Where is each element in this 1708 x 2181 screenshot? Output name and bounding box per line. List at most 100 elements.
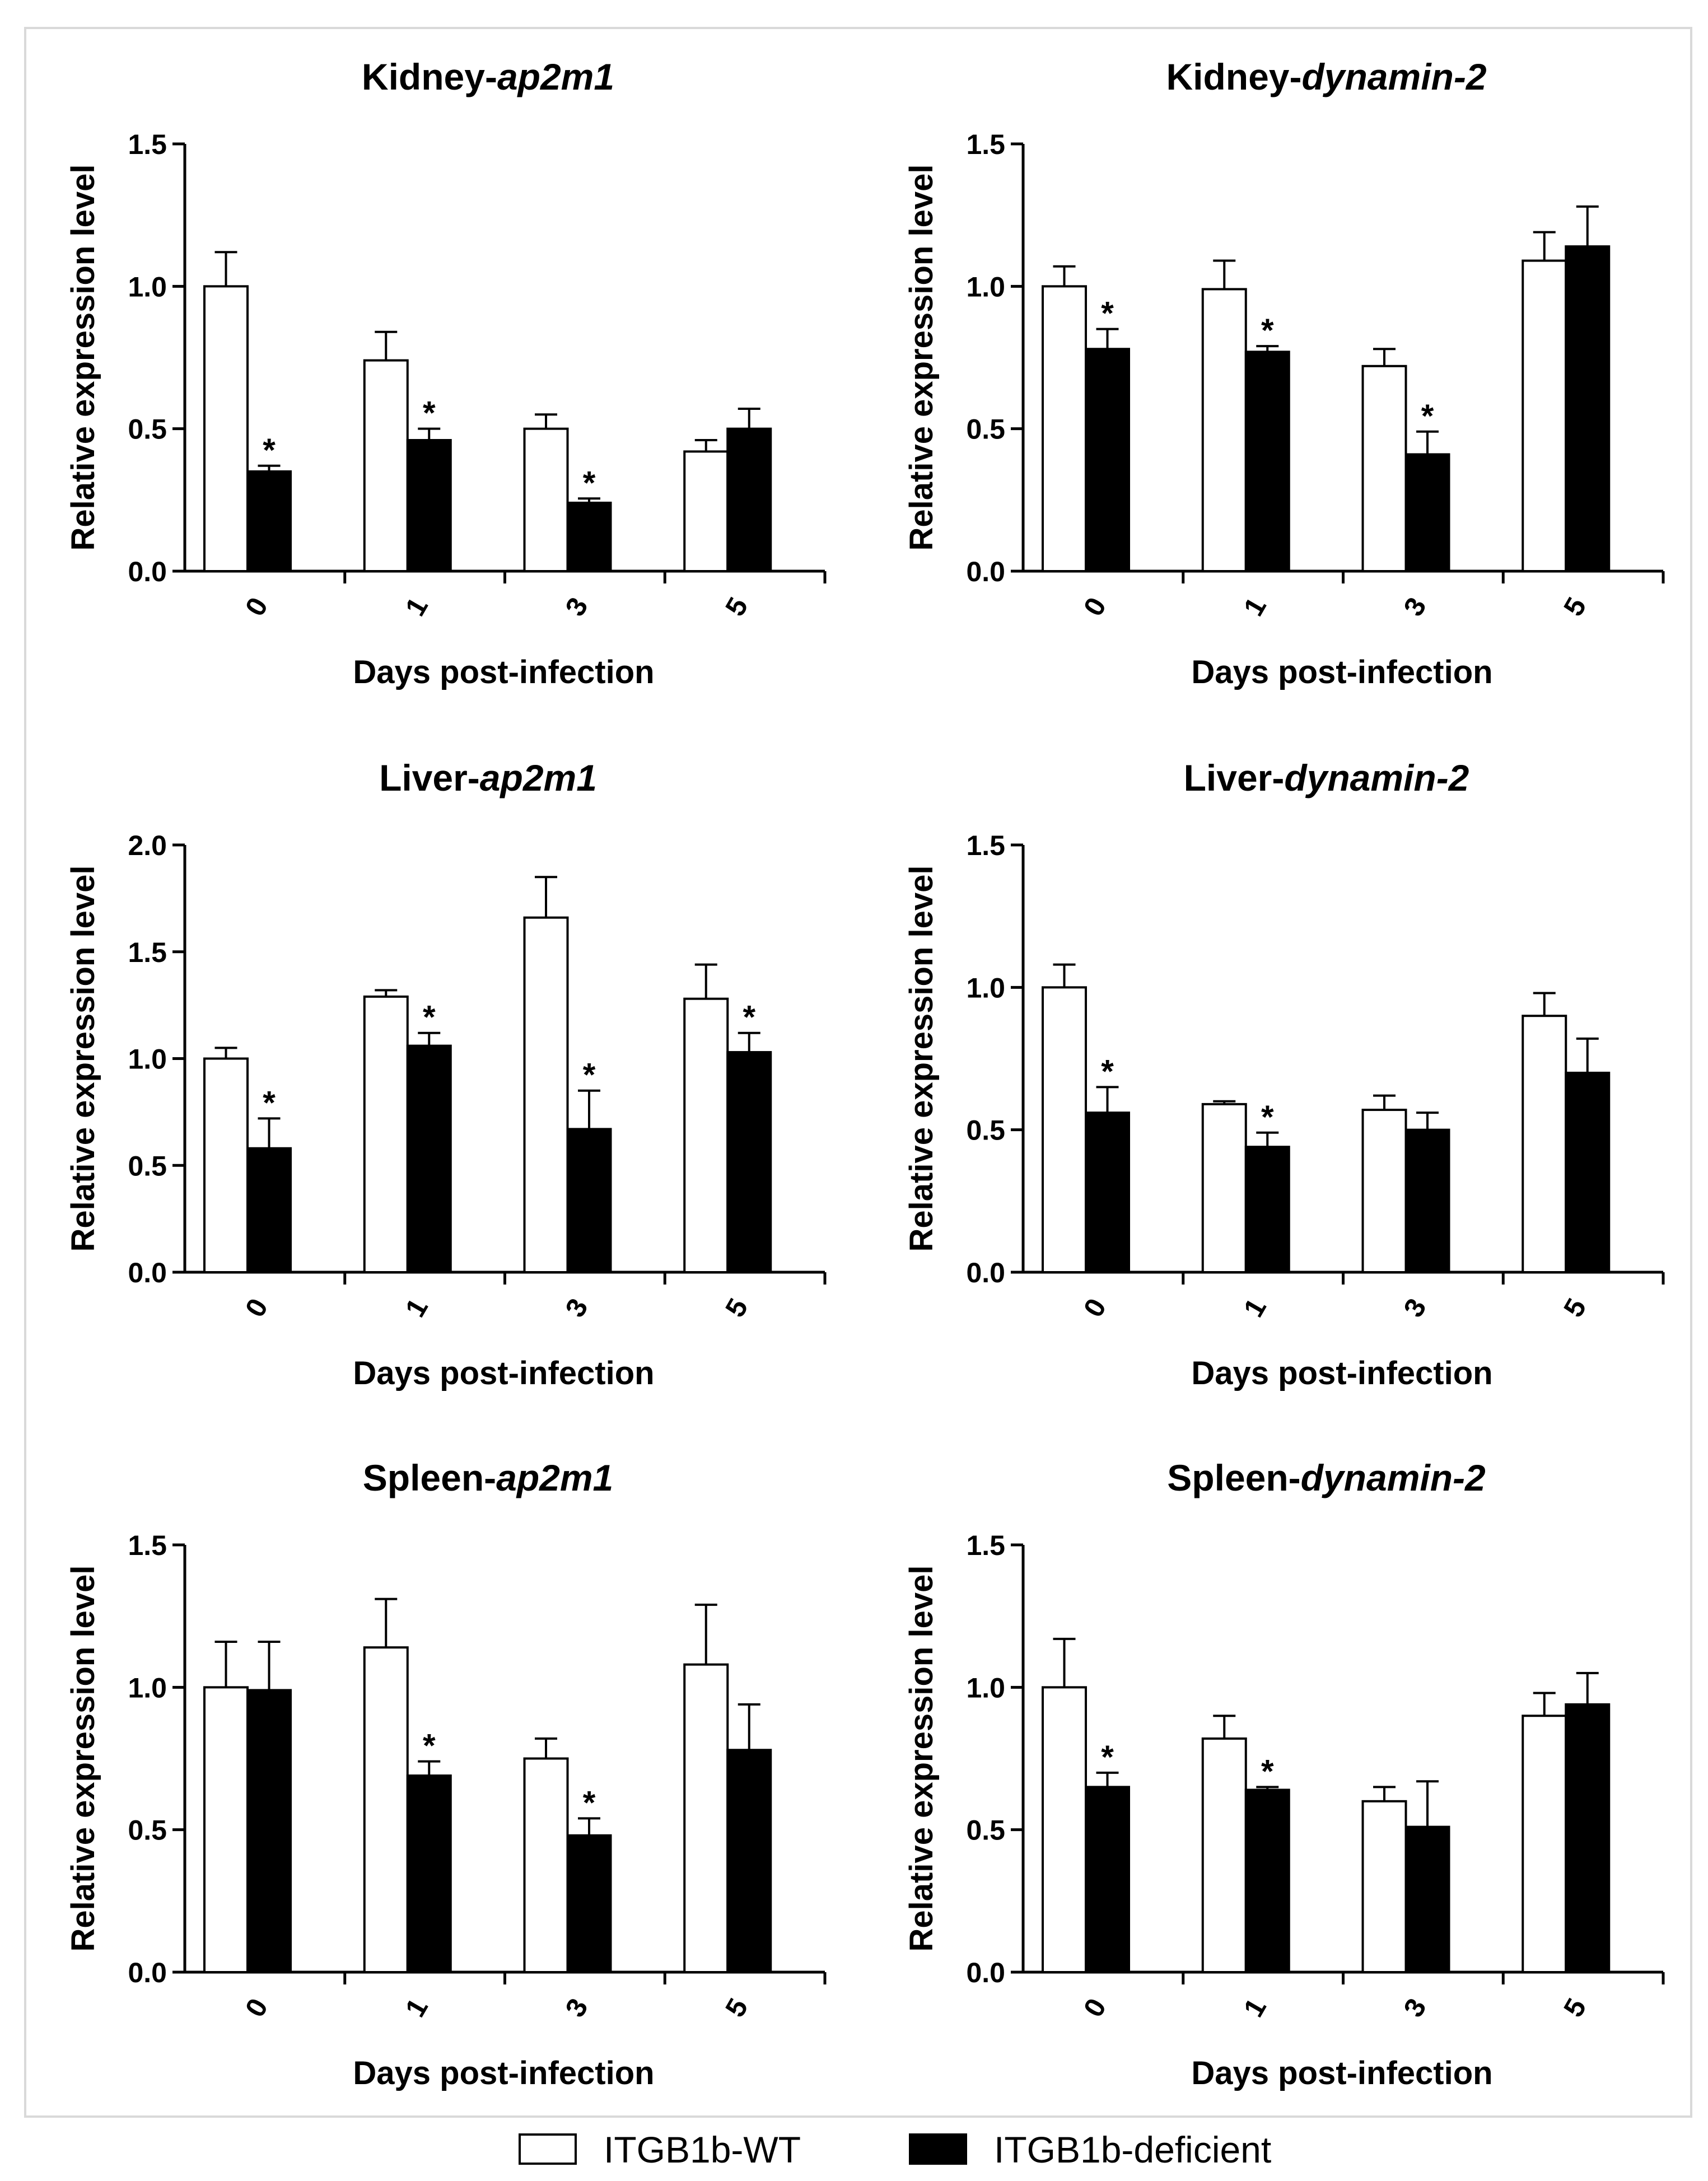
bar-wt bbox=[1201, 1737, 1247, 1973]
y-tick-label: 1.0 bbox=[966, 1672, 1005, 1703]
bar-deficient bbox=[726, 1051, 772, 1274]
y-tick-label: 0.0 bbox=[966, 1257, 1005, 1288]
panel-title: Liver-ap2m1 bbox=[379, 757, 597, 798]
y-tick-label: 0.5 bbox=[128, 1815, 167, 1846]
bar-wt bbox=[1201, 288, 1247, 572]
bar-deficient bbox=[406, 1774, 452, 1974]
panel-title-prefix: Kidney- bbox=[1166, 56, 1301, 97]
bar-deficient bbox=[1244, 351, 1290, 572]
significance-marker: * bbox=[263, 432, 276, 469]
legend-swatch-wt bbox=[519, 2133, 577, 2165]
y-tick-label: 0.5 bbox=[966, 1115, 1005, 1146]
significance-marker: * bbox=[1261, 1099, 1274, 1136]
panel-title: Spleen-dynamin-2 bbox=[1167, 1457, 1486, 1498]
y-tick-label: 1.5 bbox=[128, 937, 167, 968]
panel-title: Liver-dynamin-2 bbox=[1184, 757, 1469, 798]
bar-deficient bbox=[246, 1147, 292, 1273]
bar-deficient bbox=[1404, 1128, 1450, 1273]
panel-title-gene: dynamin-2 bbox=[1301, 1457, 1486, 1498]
bar-deficient bbox=[246, 1689, 292, 1973]
bar-wt bbox=[363, 359, 409, 572]
y-tick-label: 2.0 bbox=[128, 830, 167, 861]
y-tick-label: 0.5 bbox=[128, 414, 167, 445]
x-axis-label: Days post-infection bbox=[353, 2055, 654, 2091]
bar-wt bbox=[203, 1057, 249, 1273]
panel-title-gene: dynamin-2 bbox=[1284, 757, 1469, 798]
significance-marker: * bbox=[423, 1728, 436, 1764]
significance-marker: * bbox=[423, 1000, 436, 1036]
y-tick-label: 0.5 bbox=[128, 1150, 167, 1181]
significance-marker: * bbox=[423, 395, 436, 432]
bar-deficient bbox=[1085, 1111, 1130, 1273]
legend-label-wt: ITGB1b-WT bbox=[604, 2129, 801, 2170]
x-axis-label: Days post-infection bbox=[353, 654, 654, 690]
y-tick-label: 1.5 bbox=[966, 830, 1005, 861]
bar-deficient bbox=[1565, 245, 1611, 572]
bar-wt bbox=[523, 916, 569, 1273]
legend-label-deficient: ITGB1b-deficient bbox=[994, 2129, 1271, 2170]
panel-title-prefix: Spleen- bbox=[363, 1457, 496, 1498]
bar-deficient bbox=[566, 501, 612, 572]
bar-wt bbox=[683, 450, 729, 572]
bar-deficient bbox=[1085, 348, 1130, 572]
bar-wt bbox=[363, 995, 409, 1273]
significance-marker: * bbox=[1101, 1053, 1114, 1090]
significance-marker: * bbox=[743, 1000, 755, 1036]
y-tick-label: 0.0 bbox=[128, 1257, 167, 1288]
y-axis-label: Relative expression level bbox=[65, 1566, 101, 1952]
bar-wt bbox=[1201, 1103, 1247, 1274]
bar-deficient bbox=[1404, 1825, 1450, 1974]
panel-title-prefix: Kidney- bbox=[362, 56, 497, 97]
x-axis-label: Days post-infection bbox=[353, 1355, 654, 1391]
significance-marker: * bbox=[583, 465, 596, 501]
panel-4: Liver-dynamin-2 0.0 0.5 1.0 1.5 Relative expr… bbox=[903, 757, 1665, 1391]
panel-title-gene: ap2m1 bbox=[496, 1457, 613, 1498]
legend: ITGB1b-WT ITGB1b-deficient bbox=[519, 2129, 1271, 2170]
panel-title-prefix: Liver- bbox=[379, 757, 480, 798]
bar-wt bbox=[363, 1646, 409, 1974]
bar-deficient bbox=[1565, 1703, 1611, 1973]
bar-deficient bbox=[1565, 1071, 1611, 1274]
significance-marker: * bbox=[1101, 1739, 1114, 1776]
y-tick-label: 1.5 bbox=[128, 1530, 167, 1561]
bar-deficient bbox=[1085, 1786, 1130, 1974]
panel-title: Kidney-ap2m1 bbox=[362, 56, 614, 97]
bar-wt bbox=[1361, 365, 1407, 572]
panel-title: Spleen-ap2m1 bbox=[363, 1457, 614, 1498]
x-axis-label: Days post-infection bbox=[1191, 2055, 1492, 2091]
panel-3: Liver-ap2m1 0.0 0.5 1.0 1.5 2.0 Relative expre… bbox=[65, 757, 827, 1391]
bar-wt bbox=[523, 427, 569, 573]
figure-frame bbox=[24, 27, 1692, 2118]
bar-deficient bbox=[406, 1044, 452, 1273]
bar-deficient bbox=[566, 1834, 612, 1974]
bar-wt bbox=[683, 997, 729, 1274]
significance-marker: * bbox=[1261, 312, 1274, 349]
bar-wt bbox=[1361, 1800, 1407, 1974]
y-tick-label: 1.0 bbox=[966, 972, 1005, 1003]
bar-deficient bbox=[1404, 453, 1450, 572]
bar-wt bbox=[1042, 986, 1087, 1274]
bar-wt bbox=[1042, 1686, 1087, 1973]
y-tick-label: 0.0 bbox=[128, 556, 167, 587]
panel-title: Kidney-dynamin-2 bbox=[1166, 56, 1486, 97]
bar-deficient bbox=[726, 1749, 772, 1973]
panel-title-prefix: Spleen- bbox=[1167, 1457, 1300, 1498]
y-axis-label: Relative expression level bbox=[903, 165, 940, 551]
y-tick-label: 1.5 bbox=[128, 129, 167, 160]
bar-wt bbox=[1361, 1109, 1407, 1274]
panel-title-gene: ap2m1 bbox=[480, 757, 597, 798]
x-axis-label: Days post-infection bbox=[1191, 1355, 1492, 1391]
bar-deficient bbox=[566, 1128, 612, 1274]
y-tick-label: 0.0 bbox=[966, 556, 1005, 587]
significance-marker: * bbox=[583, 1057, 596, 1094]
bar-wt bbox=[1522, 1715, 1567, 1973]
y-tick-label: 1.5 bbox=[966, 1530, 1005, 1561]
y-tick-label: 1.0 bbox=[128, 271, 167, 302]
x-axis-label: Days post-infection bbox=[1191, 654, 1492, 690]
y-axis-label: Relative expression level bbox=[65, 165, 101, 551]
bar-wt bbox=[1042, 285, 1087, 572]
bar-wt bbox=[523, 1757, 569, 1973]
y-tick-label: 1.0 bbox=[128, 1044, 167, 1075]
bar-deficient bbox=[1244, 1146, 1290, 1274]
